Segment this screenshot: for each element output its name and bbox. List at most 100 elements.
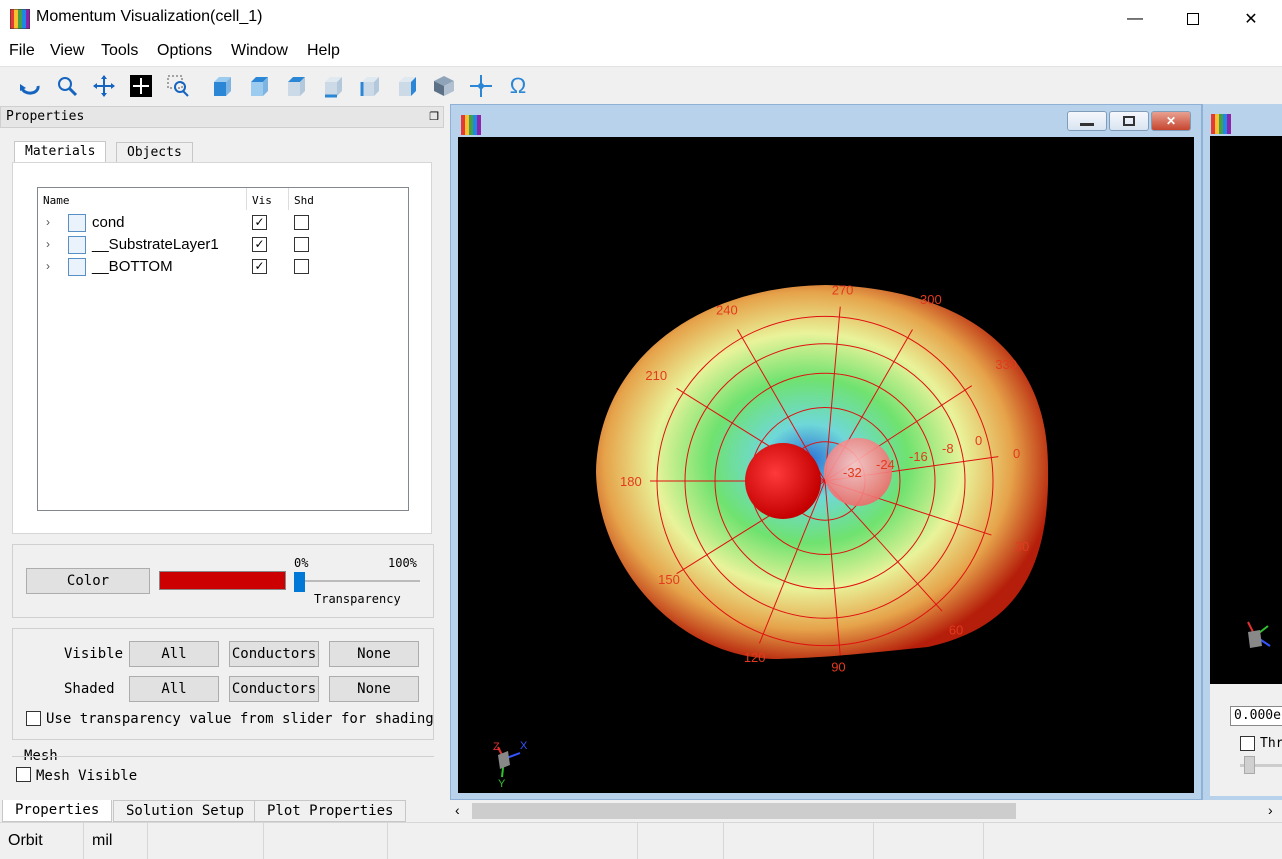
- menu-tools[interactable]: Tools: [101, 42, 139, 59]
- vis-checkbox[interactable]: ✓: [252, 215, 267, 230]
- minimize-button[interactable]: —: [1106, 0, 1164, 38]
- chevron-right-icon[interactable]: ›: [46, 215, 50, 229]
- menu-bar: File View Tools Options Window Help: [0, 38, 1282, 66]
- radial-label: -24: [876, 457, 895, 472]
- radial-label: 0: [975, 433, 982, 448]
- column-shd: Shd: [294, 194, 314, 207]
- chevron-right-icon[interactable]: ›: [46, 259, 50, 273]
- zoom-icon[interactable]: [52, 71, 82, 101]
- secondary-axis-triad: [1247, 621, 1271, 648]
- radial-label: -32: [843, 465, 862, 480]
- material-name: cond: [92, 214, 125, 231]
- angle-label: 330: [995, 357, 1017, 372]
- axis-z-label: Z: [493, 741, 500, 753]
- pan-icon[interactable]: [89, 71, 119, 101]
- status-mode: Orbit: [0, 823, 84, 859]
- view-top-icon[interactable]: [281, 71, 311, 101]
- float-panel-icon[interactable]: ❐: [429, 111, 439, 123]
- tab-plot-properties[interactable]: Plot Properties: [254, 800, 407, 822]
- center-icon[interactable]: [466, 71, 496, 101]
- tree-row[interactable]: › __BOTTOM ✓: [38, 256, 408, 278]
- angle-label: 270: [832, 283, 854, 298]
- menu-options[interactable]: Options: [157, 42, 213, 59]
- shaded-all-button[interactable]: All: [129, 676, 219, 702]
- horizontal-scrollbar[interactable]: ‹ ›: [450, 800, 1282, 822]
- conductor-sphere: [824, 438, 892, 506]
- tab-objects[interactable]: Objects: [116, 142, 193, 164]
- color-button[interactable]: Color: [26, 568, 150, 594]
- shaded-conductors-button[interactable]: Conductors: [229, 676, 319, 702]
- threshold-checkbox[interactable]: [1240, 736, 1255, 751]
- angle-label: 60: [949, 623, 963, 638]
- minimize-icon: [1080, 122, 1094, 126]
- tab-properties[interactable]: Properties: [2, 800, 113, 822]
- view-back-icon[interactable]: [244, 71, 274, 101]
- mesh-group: [12, 756, 434, 788]
- tab-materials[interactable]: Materials: [14, 141, 107, 163]
- fit-icon[interactable]: [126, 71, 156, 101]
- shd-checkbox[interactable]: [294, 237, 309, 252]
- threshold-track: [1240, 764, 1282, 767]
- omega-icon[interactable]: Ω: [509, 73, 527, 98]
- axis-y-label: Y: [498, 778, 506, 790]
- toolbar: Ω: [0, 66, 1282, 104]
- menu-window[interactable]: Window: [231, 42, 288, 59]
- material-icon: [68, 236, 86, 254]
- transparency-min-label: 0%: [294, 556, 309, 570]
- 3d-viewport[interactable]: 270 300 330 0 30 60 90 120 150 180 210 240 -32 -24 -16…: [458, 137, 1194, 793]
- visibility-group: [12, 628, 434, 740]
- field-value-input[interactable]: 0.000e: [1230, 706, 1282, 726]
- mdi-restore-button[interactable]: [1109, 111, 1149, 131]
- grid-spoke: [758, 480, 826, 644]
- mdi-minimize-button[interactable]: [1067, 111, 1107, 131]
- grid-spoke: [824, 306, 841, 482]
- view-bottom-icon[interactable]: [318, 71, 348, 101]
- scroll-right-icon[interactable]: ›: [1268, 802, 1273, 818]
- threshold-slider[interactable]: [1244, 756, 1255, 774]
- column-vis: Vis: [252, 194, 272, 207]
- zoom-window-icon[interactable]: [163, 71, 193, 101]
- view-left-icon[interactable]: [355, 71, 385, 101]
- mesh-visible-checkbox[interactable]: [16, 767, 31, 782]
- maximize-button[interactable]: [1164, 0, 1222, 38]
- status-cell: [874, 823, 984, 859]
- scroll-thumb[interactable]: [472, 803, 1016, 819]
- color-group: [12, 544, 434, 618]
- angle-label: 150: [658, 572, 680, 587]
- vis-checkbox[interactable]: ✓: [252, 259, 267, 274]
- mdi-close-button[interactable]: ✕: [1151, 111, 1191, 131]
- menu-file[interactable]: File: [9, 42, 35, 59]
- close-button[interactable]: ✕: [1222, 0, 1280, 38]
- status-bar: Orbit mil: [0, 822, 1282, 859]
- tab-solution-setup[interactable]: Solution Setup: [113, 800, 258, 822]
- app-icon: [461, 115, 481, 135]
- transparency-label: Transparency: [314, 592, 401, 606]
- visible-label: Visible: [64, 646, 124, 662]
- vis-checkbox[interactable]: ✓: [252, 237, 267, 252]
- shaded-none-button[interactable]: None: [329, 676, 419, 702]
- menu-help[interactable]: Help: [307, 42, 340, 59]
- visible-all-button[interactable]: All: [129, 641, 219, 667]
- tree-row[interactable]: › cond ✓: [38, 212, 408, 234]
- column-name: Name: [43, 194, 70, 207]
- color-swatch[interactable]: [159, 571, 286, 590]
- radial-label: -16: [909, 449, 928, 464]
- shd-checkbox[interactable]: [294, 215, 309, 230]
- secondary-viewport[interactable]: [1210, 136, 1282, 684]
- chevron-right-icon[interactable]: ›: [46, 237, 50, 251]
- properties-panel-header: Properties ❐: [0, 106, 444, 128]
- view-iso-icon[interactable]: [429, 71, 459, 101]
- angle-label: 0: [1013, 446, 1020, 461]
- use-transparency-checkbox[interactable]: [26, 711, 41, 726]
- menu-view[interactable]: View: [50, 42, 85, 59]
- transparency-slider[interactable]: [294, 572, 305, 592]
- scroll-left-icon[interactable]: ‹: [455, 802, 460, 818]
- view-front-icon[interactable]: [207, 71, 237, 101]
- visible-conductors-button[interactable]: Conductors: [229, 641, 319, 667]
- status-units: mil: [84, 823, 148, 859]
- shd-checkbox[interactable]: [294, 259, 309, 274]
- orbit-icon[interactable]: [15, 71, 45, 101]
- visible-none-button[interactable]: None: [329, 641, 419, 667]
- tree-row[interactable]: › __SubstrateLayer1 ✓: [38, 234, 408, 256]
- view-right-icon[interactable]: [392, 71, 422, 101]
